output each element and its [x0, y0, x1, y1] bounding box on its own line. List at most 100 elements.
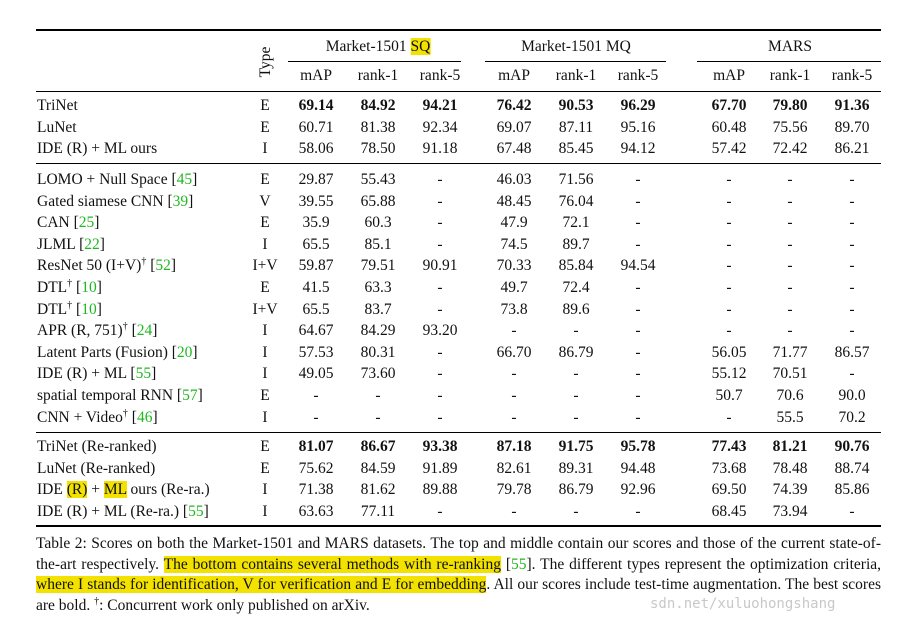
metric-header: rank-5 [831, 67, 873, 84]
score-cell: - [635, 300, 641, 318]
score-cell: - [437, 387, 443, 404]
score-cell: - [849, 322, 855, 340]
method-name: IDE (R) + ML (Re-ra.) [37, 502, 183, 520]
score-cell: - [437, 365, 443, 383]
method-name: APR (R, 751) [37, 322, 123, 340]
cite-bracket: ] [192, 171, 198, 188]
score-cell: 59.87 [298, 257, 334, 275]
score-cell: 49.05 [298, 365, 334, 383]
score-cell: 68.45 [711, 502, 747, 520]
dagger-mark: † [67, 299, 73, 311]
score-cell: 78.48 [772, 459, 808, 477]
score-cell: - [726, 214, 732, 232]
score-cell: 49.7 [500, 279, 528, 296]
score-cell: 67.48 [496, 140, 532, 158]
score-cell: - [787, 235, 793, 253]
score-cell: 86.57 [834, 343, 870, 361]
score-cell: 80.31 [360, 343, 396, 361]
score-cell: 71.38 [298, 481, 334, 499]
table-top-rule [36, 29, 881, 31]
citation-link: 52 [155, 257, 171, 275]
score-cell: 96.29 [620, 97, 656, 114]
citation-link: 22 [84, 235, 100, 253]
score-cell: - [437, 192, 443, 210]
cite-bracket: [ [76, 279, 82, 296]
score-cell: - [375, 408, 381, 426]
score-cell: 47.9 [500, 214, 528, 232]
score-cell: 86.67 [360, 438, 396, 455]
method-label: spatial temporal RNN [57] [37, 387, 203, 405]
cite-bracket: [ [150, 257, 156, 275]
type-cell: E [260, 97, 270, 114]
score-cell: - [375, 387, 381, 404]
method-label: ResNet 50 (I+V)† [52] [37, 257, 176, 275]
score-cell: - [787, 192, 793, 210]
method-label: LuNet (Re-ranked) [37, 460, 155, 478]
score-cell: 90.53 [558, 97, 594, 114]
method-label: IDE (R) + ML ours [37, 140, 157, 158]
cite-bracket: ] [188, 192, 194, 210]
type-cell: I [262, 408, 268, 426]
method-name: ResNet 50 (I+V) [37, 257, 142, 275]
score-cell: - [849, 502, 855, 520]
cite-bracket: ] [197, 387, 203, 404]
method-name: LuNet (Re-ranked) [37, 459, 156, 477]
score-cell: 81.38 [360, 118, 396, 136]
score-cell: - [849, 235, 855, 253]
cite-bracket: ] [96, 279, 102, 296]
score-cell: 76.42 [496, 97, 532, 114]
score-cell: 89.88 [422, 481, 458, 499]
type-cell: I [262, 343, 268, 361]
score-cell: - [635, 502, 641, 520]
score-cell: 84.92 [360, 97, 396, 114]
method-label: TriNet [37, 97, 78, 115]
score-cell: 94.48 [620, 459, 656, 477]
score-cell: - [437, 343, 443, 361]
score-cell: - [726, 257, 732, 275]
type-cell: E [260, 459, 270, 477]
score-cell: 87.18 [496, 438, 532, 455]
method-label: Gated siamese CNN [39] [37, 193, 193, 211]
cite-bracket: ] [96, 300, 102, 318]
score-cell: 84.59 [360, 459, 396, 477]
score-cell: 63.3 [364, 279, 392, 296]
score-cell: - [511, 322, 517, 340]
score-cell: 41.5 [302, 279, 330, 296]
score-cell: - [635, 387, 641, 404]
score-cell: 81.21 [772, 438, 808, 455]
method-name: Latent Parts (Fusion) [37, 343, 172, 361]
score-cell: 89.7 [562, 235, 590, 253]
section-rule-1 [36, 163, 881, 164]
group-rule-market-sq [288, 61, 461, 62]
citation-link: 55 [188, 502, 204, 520]
cite-bracket: ] [94, 214, 100, 232]
score-cell: 84.29 [360, 322, 396, 340]
type-cell: E [260, 118, 270, 136]
score-cell: - [635, 343, 641, 361]
method-part: IDE [37, 481, 67, 499]
group-rule-mars [697, 61, 881, 62]
score-cell: - [635, 214, 641, 232]
score-cell: 29.87 [298, 171, 334, 188]
score-cell: - [849, 214, 855, 232]
score-cell: - [635, 322, 641, 340]
score-cell: 63.63 [298, 502, 334, 520]
score-cell: 50.7 [715, 387, 743, 404]
cite-bracket: ] [152, 408, 158, 426]
type-cell: E [260, 387, 270, 404]
score-cell: 89.31 [558, 459, 594, 477]
score-cell: 91.36 [834, 97, 870, 114]
score-cell: 89.6 [562, 300, 590, 318]
score-cell: 67.70 [711, 97, 747, 114]
score-cell: 65.5 [302, 300, 330, 318]
score-cell: - [849, 171, 855, 188]
score-cell: - [726, 235, 732, 253]
method-name: CAN [37, 214, 74, 232]
score-cell: 77.11 [360, 502, 396, 520]
score-cell: 60.3 [364, 214, 392, 232]
score-cell: 82.61 [496, 459, 532, 477]
score-cell: - [313, 387, 319, 404]
score-cell: 64.67 [298, 322, 334, 340]
score-cell: - [437, 235, 443, 253]
score-cell: 72.42 [772, 140, 808, 158]
